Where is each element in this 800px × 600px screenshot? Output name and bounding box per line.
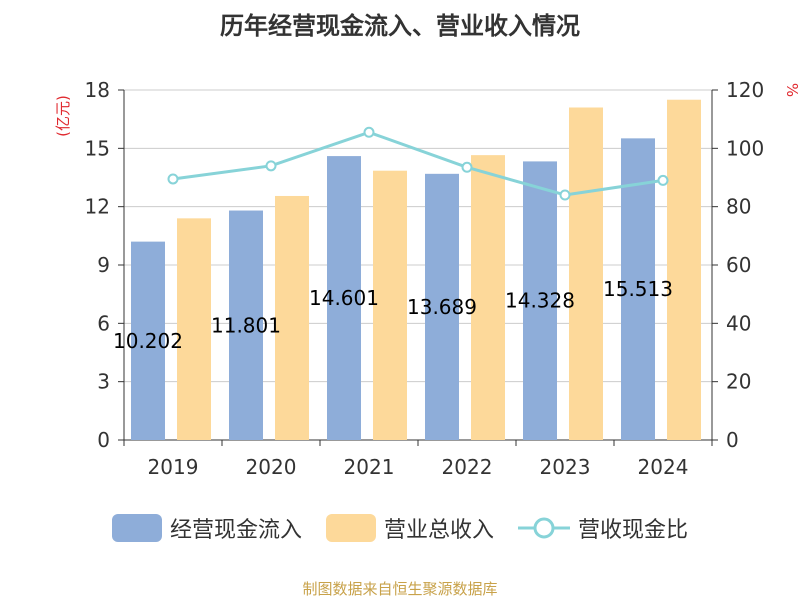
- ratio-point: [461, 161, 473, 173]
- x-axis-tick-label: 2024: [638, 455, 689, 479]
- x-axis-tick-label: 2022: [442, 455, 493, 479]
- bar-revenue: [667, 99, 701, 440]
- x-axis-tick-label: 2020: [246, 455, 297, 479]
- left-axis-tick-label: 15: [85, 136, 110, 160]
- legend-label-ratio: 营收现金比: [578, 518, 689, 543]
- left-axis-tick-label: 12: [85, 195, 110, 219]
- bar-data-label: 14.601: [309, 286, 379, 310]
- ratio-point: [363, 126, 375, 138]
- right-axis-tick-label: 120: [726, 78, 764, 102]
- legend-item-revenue[interactable]: 营业总收入: [325, 512, 494, 544]
- x-axis-tick-label: 2023: [540, 455, 591, 479]
- right-axis-tick-label: 60: [726, 253, 751, 277]
- source-note: 制图数据来自恒生聚源数据库: [302, 580, 498, 598]
- left-axis-tick-label: 18: [85, 78, 110, 102]
- right-axis-unit: %: [783, 83, 800, 97]
- right-axis-tick-label: 80: [726, 195, 751, 219]
- bar-cash-inflow: [229, 210, 263, 440]
- ratio-line: [172, 130, 664, 197]
- legend: 经营现金流入 营业总收入 营收现金比: [0, 512, 800, 544]
- legend-item-cash-inflow[interactable]: 经营现金流入: [111, 512, 302, 544]
- legend-swatch-revenue: [325, 514, 376, 542]
- bar-cash-inflow: [523, 161, 557, 440]
- right-axis-tick-label: 0: [726, 428, 739, 452]
- legend-swatch-cash-inflow: [111, 514, 162, 542]
- bar-cash-inflow: [621, 138, 655, 440]
- chart-title: 历年经营现金流入、营业收入情况: [220, 12, 580, 40]
- right-axis-tick-label: 20: [726, 370, 751, 394]
- x-axis-tick-label: 2021: [344, 455, 395, 479]
- ratio-point: [167, 173, 179, 185]
- bar-data-label: 14.328: [505, 289, 575, 313]
- legend-label-cash-inflow: 经营现金流入: [169, 518, 302, 543]
- bar-revenue: [275, 195, 309, 440]
- bar-revenue: [373, 170, 407, 440]
- x-axis-tick-label: 2019: [148, 455, 199, 479]
- bar-data-label: 13.689: [407, 295, 477, 319]
- ratio-point: [559, 189, 571, 201]
- legend-label-revenue: 营业总收入: [383, 518, 494, 543]
- left-axis-tick-label: 3: [97, 370, 110, 394]
- bar-cash-inflow: [327, 156, 361, 440]
- left-axis-unit: (亿元): [54, 95, 72, 137]
- left-axis-tick-label: 0: [97, 428, 110, 452]
- bar-data-label: 15.513: [603, 277, 673, 301]
- ratio-point: [657, 174, 669, 186]
- bar-data-label: 10.202: [113, 329, 183, 353]
- bar-cash-inflow: [425, 173, 459, 440]
- left-axis-tick-label: 9: [97, 253, 110, 277]
- bar-cash-inflow: [131, 241, 165, 440]
- ratio-point: [265, 160, 277, 172]
- bar-revenue: [471, 155, 505, 440]
- left-axis-tick-label: 6: [97, 311, 110, 335]
- legend-item-ratio[interactable]: 营收现金比: [518, 512, 688, 544]
- legend-line-marker-icon: [518, 517, 570, 539]
- right-axis-tick-label: 100: [726, 136, 764, 160]
- right-axis-tick-label: 40: [726, 311, 751, 335]
- bar-data-label: 11.801: [211, 313, 281, 337]
- bar-revenue: [569, 107, 603, 440]
- bar-revenue: [177, 218, 211, 440]
